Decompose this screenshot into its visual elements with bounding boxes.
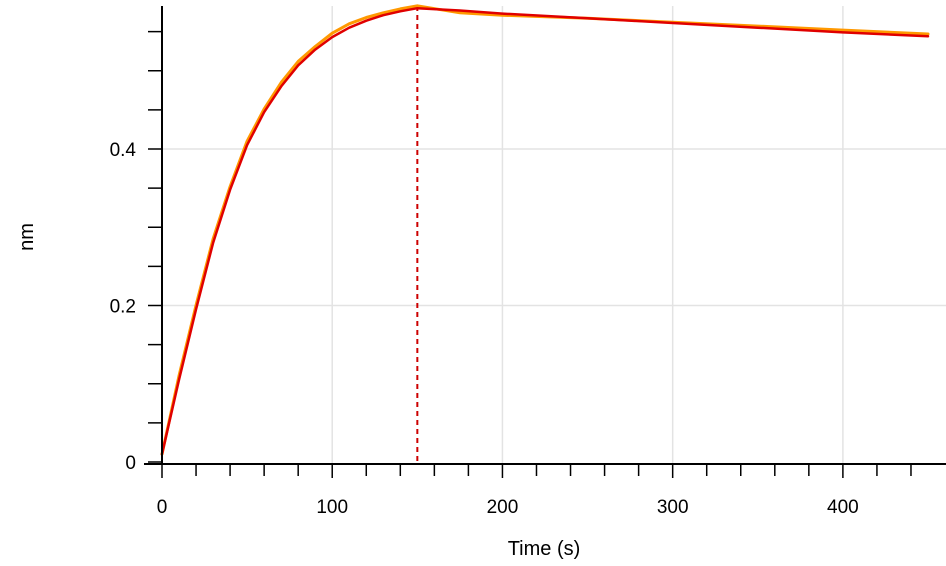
- y-tick-label: 0: [125, 453, 136, 474]
- axes: [144, 6, 946, 478]
- y-axis-title: nm: [16, 223, 38, 251]
- x-tick-label: 200: [487, 497, 519, 518]
- series-lines: [160, 4, 930, 456]
- tick-labels: 0 100 200 300 400 0 0.2 0.4: [110, 140, 859, 518]
- fit-curve: [160, 6, 930, 456]
- grid: [162, 6, 946, 464]
- y-tick-label: 0.4: [110, 140, 137, 161]
- x-tick-label: 300: [657, 497, 689, 518]
- x-axis-title: Time (s): [508, 538, 581, 560]
- x-tick-label: 0: [157, 497, 168, 518]
- x-tick-label: 100: [316, 497, 348, 518]
- y-tick-label: 0.2: [110, 297, 136, 318]
- measured-curve: [160, 4, 930, 456]
- x-tick-label: 400: [827, 497, 859, 518]
